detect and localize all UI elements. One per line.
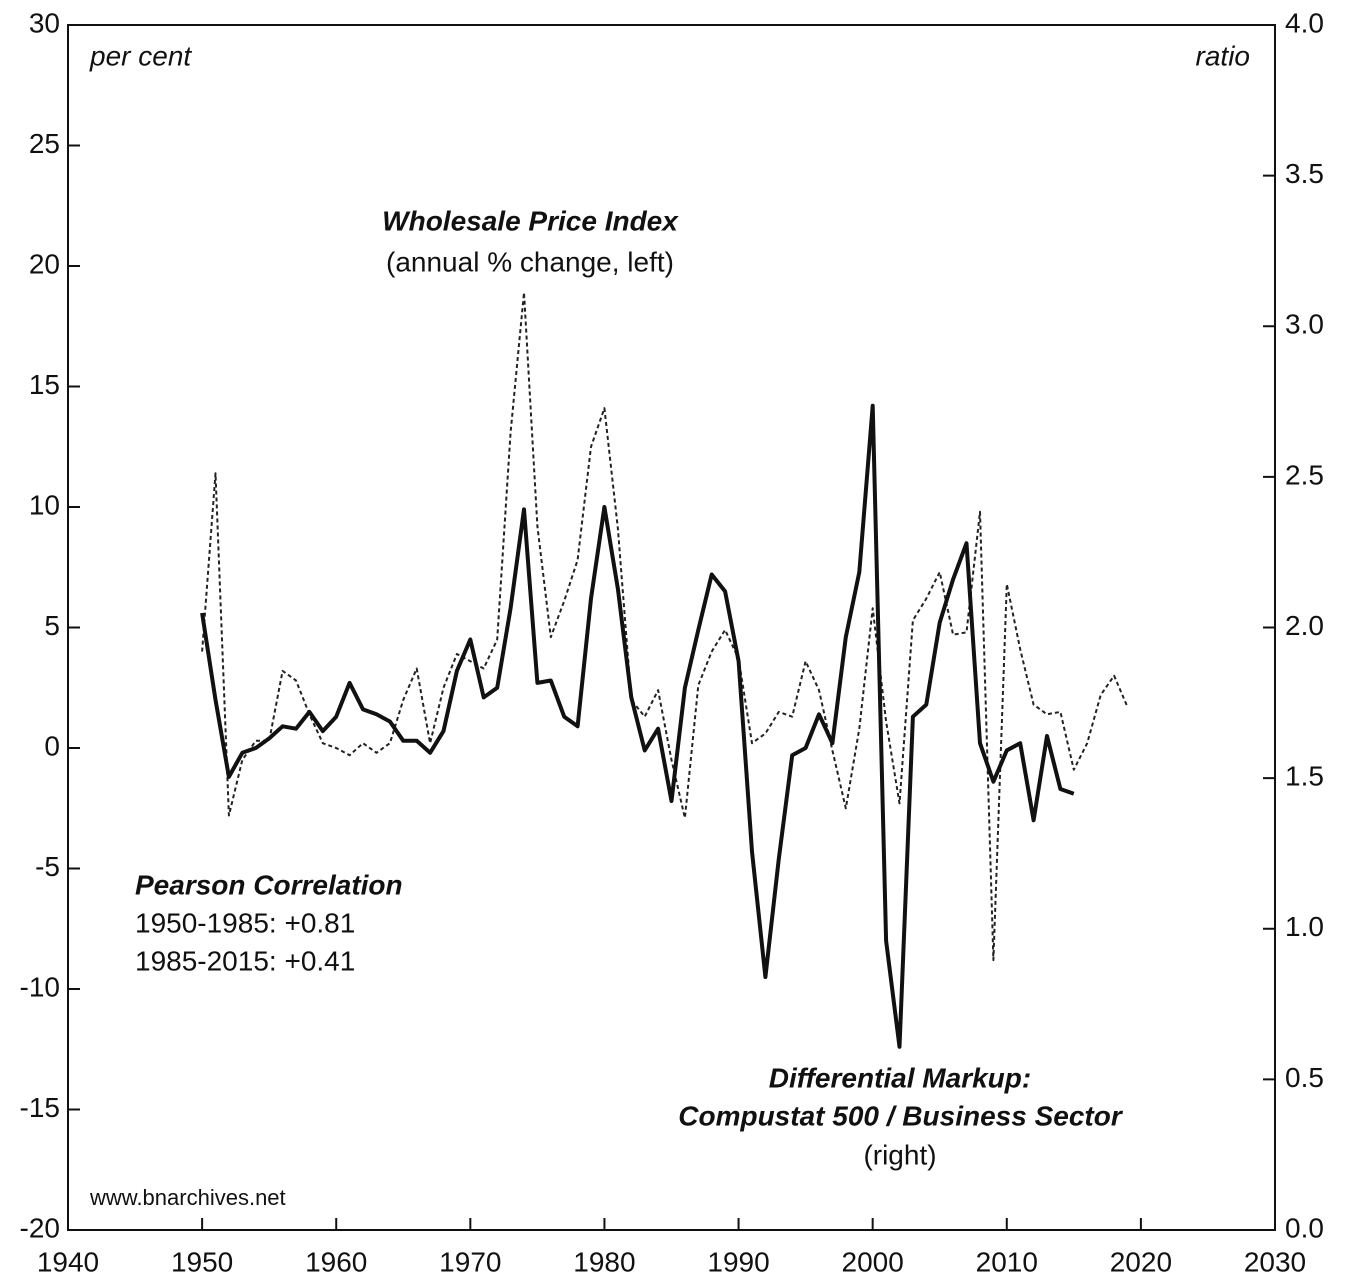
wpi-subtitle: (annual % change, left) (386, 246, 674, 277)
dm-title: Compustat 500 / Business Sector (678, 1100, 1124, 1131)
x-tick-label: 2000 (842, 1246, 904, 1277)
dm-title: Differential Markup: (769, 1062, 1031, 1093)
x-tick-label: 2010 (976, 1246, 1038, 1277)
y-tick-label: 20 (29, 248, 60, 279)
y2-tick-label: 2.5 (1285, 459, 1324, 490)
right-unit: ratio (1196, 40, 1250, 71)
x-tick-label: 1980 (573, 1246, 635, 1277)
left-unit: per cent (89, 40, 192, 71)
y2-tick-label: 0.5 (1285, 1062, 1324, 1093)
x-tick-label: 1950 (171, 1246, 233, 1277)
corr-title: Pearson Correlation (135, 869, 403, 900)
y-tick-label: 25 (29, 128, 60, 159)
y2-tick-label: 3.5 (1285, 158, 1324, 189)
x-tick-label: 2020 (1110, 1246, 1172, 1277)
x-tick-label: 1940 (37, 1246, 99, 1277)
x-tick-label: 1970 (439, 1246, 501, 1277)
dm-subtitle: (right) (863, 1139, 936, 1170)
y-tick-label: 0 (44, 730, 60, 761)
y2-tick-label: 4.0 (1285, 7, 1324, 38)
y-tick-label: -5 (35, 851, 60, 882)
series-line (201, 291, 1129, 962)
y-tick-label: 10 (29, 489, 60, 520)
y2-tick-label: 0.0 (1285, 1212, 1324, 1243)
x-tick-label: 1960 (305, 1246, 367, 1277)
wpi-title: Wholesale Price Index (382, 205, 679, 236)
series-line (200, 403, 1075, 1049)
y2-tick-label: 3.0 (1285, 309, 1324, 340)
corr-line: 1950-1985: +0.81 (135, 907, 355, 938)
y-tick-label: -20 (20, 1212, 60, 1243)
source: www.bnarchives.net (89, 1185, 286, 1210)
y-tick-label: 15 (29, 369, 60, 400)
y-tick-label: -15 (20, 1092, 60, 1123)
y2-tick-label: 1.5 (1285, 761, 1324, 792)
x-tick-label: 1990 (707, 1246, 769, 1277)
y2-tick-label: 2.0 (1285, 610, 1324, 641)
y-tick-label: 5 (44, 610, 60, 641)
y-tick-label: 30 (29, 7, 60, 38)
y-tick-label: -10 (20, 971, 60, 1002)
x-tick-label: 2030 (1244, 1246, 1306, 1277)
y2-tick-label: 1.0 (1285, 911, 1324, 942)
corr-line: 1985-2015: +0.41 (135, 945, 355, 976)
